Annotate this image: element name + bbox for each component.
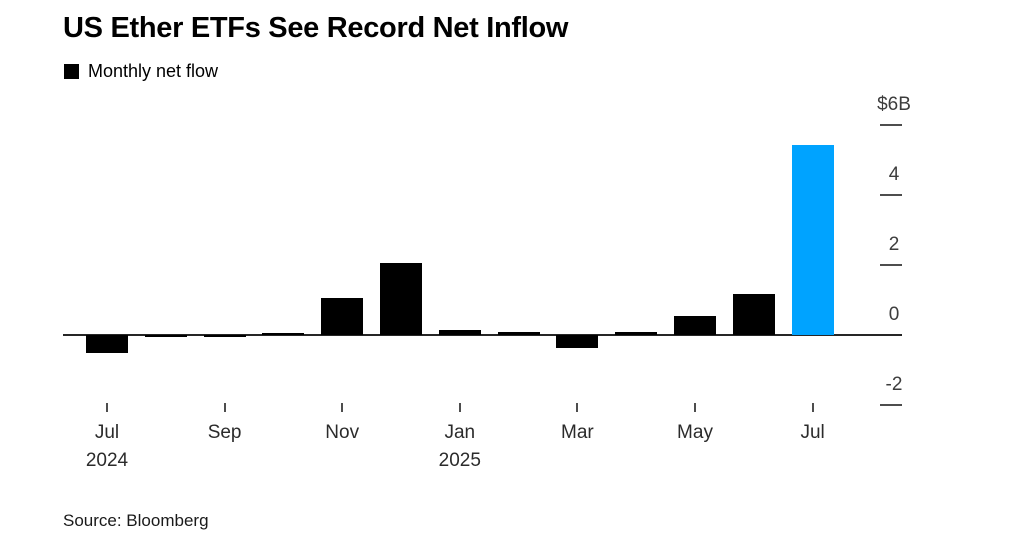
y-tick-label--2: -2 (885, 374, 903, 395)
y-tick-label-6: $6B (877, 94, 911, 115)
bar-jan-2025 (438, 330, 481, 335)
bar-nov-2024 (321, 298, 364, 335)
y-tick--2 (880, 404, 902, 406)
bar-aug-2024 (144, 335, 187, 337)
y-tick-2 (880, 264, 902, 266)
bar-jun-2025 (732, 293, 775, 335)
bar-jul-2024 (86, 335, 128, 353)
chart-title: US Ether ETFs See Record Net Inflow (63, 12, 569, 44)
bar-feb-2025 (497, 332, 540, 335)
bar-oct-2024 (262, 332, 305, 335)
x-tick-label-0: Jul (94, 422, 120, 443)
x-tick-label-10: May (677, 422, 713, 443)
x-tick-2 (223, 403, 226, 412)
bar-apr-2025 (615, 332, 658, 335)
x-tick-6 (458, 403, 461, 412)
x-tick-label-4: Nov (325, 422, 360, 443)
bar-mar-2025 (556, 335, 599, 349)
bar-jul-2025 (791, 144, 834, 335)
y-tick-label-4: 4 (888, 164, 900, 185)
x-tick-label-6: Jan (444, 422, 476, 443)
x-tick-label-8: Mar (561, 422, 594, 443)
x-tick-label-12: Jul (800, 422, 825, 443)
bar-may-2025 (674, 315, 716, 335)
x-tick-0 (106, 403, 108, 412)
x-tick-year-label-0: 2024 (85, 450, 129, 471)
legend-swatch (64, 64, 79, 79)
bar-sep-2024 (203, 335, 246, 337)
x-tick-label-2: Sep (207, 422, 242, 443)
x-tick-year-label-6: 2025 (438, 450, 481, 471)
legend: Monthly net flow (64, 61, 218, 82)
y-tick-6 (880, 124, 902, 126)
x-tick-4 (341, 403, 344, 412)
x-tick-12 (811, 403, 814, 412)
x-tick-10 (694, 403, 696, 412)
source-note: Source: Bloomberg (63, 511, 209, 530)
y-tick-4 (880, 194, 902, 196)
bar-dec-2024 (380, 263, 422, 335)
x-axis-zero-line (63, 334, 902, 336)
y-tick-label-0: 0 (888, 304, 900, 325)
legend-label: Monthly net flow (88, 61, 219, 81)
y-tick-label-2: 2 (888, 234, 900, 255)
x-tick-8 (576, 403, 579, 412)
